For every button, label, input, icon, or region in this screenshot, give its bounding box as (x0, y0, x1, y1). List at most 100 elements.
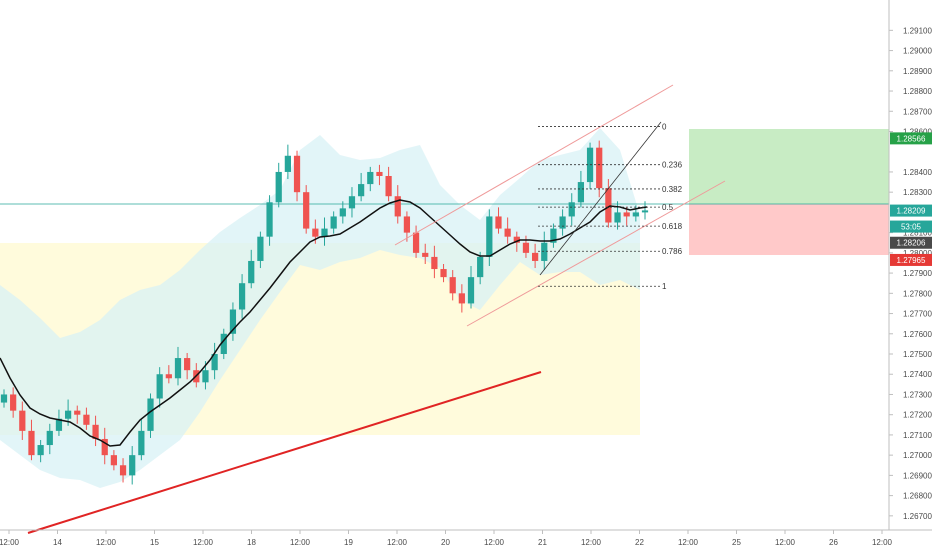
candle (449, 270, 456, 301)
price-tick-label: 1.28000 (903, 249, 932, 258)
candle (330, 211, 337, 234)
fib-level-label: 0 (662, 122, 667, 131)
time-tick-label: 12:00 (0, 538, 20, 547)
candle (220, 328, 227, 360)
candle-body (147, 398, 154, 431)
price-tick-label: 1.27700 (903, 310, 932, 319)
candle (293, 150, 301, 202)
time-tick-label: 21 (538, 538, 547, 547)
fib-level-label: 0.236 (662, 161, 683, 170)
candle-body (110, 455, 117, 466)
candle (358, 172, 365, 202)
background-layer (0, 128, 889, 488)
candle (0, 389, 8, 408)
candle-body (165, 374, 172, 379)
time-tick-label: 12:00 (96, 538, 117, 547)
candle (550, 223, 557, 248)
price-badge-bg (890, 220, 932, 233)
moving-average-line (0, 199, 648, 447)
price-badge-label: 1.28206 (897, 239, 926, 248)
candle (238, 274, 246, 319)
candle-body (211, 354, 218, 371)
candle (92, 415, 99, 447)
candle-body (321, 228, 328, 237)
candle-body (385, 175, 392, 197)
stop-loss-zone (689, 204, 889, 255)
candle (184, 352, 191, 380)
candle-body (513, 236, 520, 243)
candle-body (504, 228, 511, 237)
price-tick-label: 1.27100 (903, 431, 932, 440)
candle (10, 387, 17, 418)
candle (568, 193, 575, 226)
price-tick-label: 1.27800 (903, 289, 932, 298)
price-tick-label: 1.26700 (903, 512, 932, 521)
candle-body (412, 232, 420, 253)
price-tick-label: 1.27500 (903, 350, 932, 359)
candle (440, 263, 447, 283)
candle (37, 439, 44, 463)
time-tick-label: 12:00 (387, 538, 408, 547)
candle (174, 346, 182, 386)
candle-body (46, 430, 53, 446)
candle-body (37, 445, 44, 456)
time-tick-label: 12:00 (872, 538, 893, 547)
candle-body (74, 410, 81, 415)
candle-body (0, 394, 8, 403)
candle-body (376, 171, 383, 176)
candle (229, 302, 237, 341)
candle (275, 162, 282, 208)
candle-body (477, 256, 484, 278)
candle-body (641, 210, 649, 213)
candle-body (293, 155, 301, 193)
candle-body (568, 202, 575, 217)
time-tick-label: 19 (344, 538, 353, 547)
price-tick-label: 1.28700 (903, 107, 932, 116)
fib-level-label: 0.786 (662, 247, 683, 256)
candle (614, 201, 621, 230)
price-tick-label: 1.27300 (903, 390, 932, 399)
candle (257, 231, 264, 269)
time-tick-label: 12:00 (484, 538, 505, 547)
time-tick-label: 22 (635, 538, 644, 547)
fib-diagonal-line (539, 121, 662, 276)
candle (577, 170, 585, 208)
candle (376, 164, 383, 186)
price-tick-label: 1.27000 (903, 451, 932, 460)
support-trendline (27, 371, 542, 534)
fib-anchor-lines (539, 121, 662, 276)
candle (129, 446, 136, 485)
candle-body (248, 260, 255, 284)
candle-body (10, 394, 17, 411)
price-axis[interactable]: 1.29100 1.29000 1.28900 1.28800 1.28700 1.286… (888, 0, 932, 530)
candle-body (156, 374, 163, 399)
price-tick-label: 1.28400 (903, 168, 932, 177)
fib-level-label: 0.5 (662, 203, 674, 212)
candle (477, 251, 484, 285)
candle (303, 185, 310, 234)
candle (422, 243, 429, 264)
time-axis[interactable]: 12:00 14 12:00 15 12:00 18 12:00 19 12:00 20 12:00… (0, 529, 932, 547)
candle-body (449, 277, 456, 294)
candle (339, 201, 346, 224)
candle (321, 217, 328, 246)
candle-body (358, 184, 365, 197)
candle-body (458, 293, 465, 304)
fib-level-label: 1 (662, 282, 667, 291)
candle (504, 217, 511, 244)
candle (467, 266, 475, 309)
candle (431, 245, 438, 279)
candle-body (596, 147, 603, 189)
candle (394, 185, 401, 224)
candle-body (431, 256, 438, 270)
candle-body (522, 242, 530, 253)
candle-body (202, 370, 209, 383)
candle-body (605, 188, 612, 223)
candle (83, 407, 90, 430)
time-tick-label: 12:00 (193, 538, 214, 547)
candle-body (303, 192, 310, 229)
candle-body (19, 410, 26, 431)
candle-body (467, 277, 475, 304)
candle-body (495, 216, 502, 229)
